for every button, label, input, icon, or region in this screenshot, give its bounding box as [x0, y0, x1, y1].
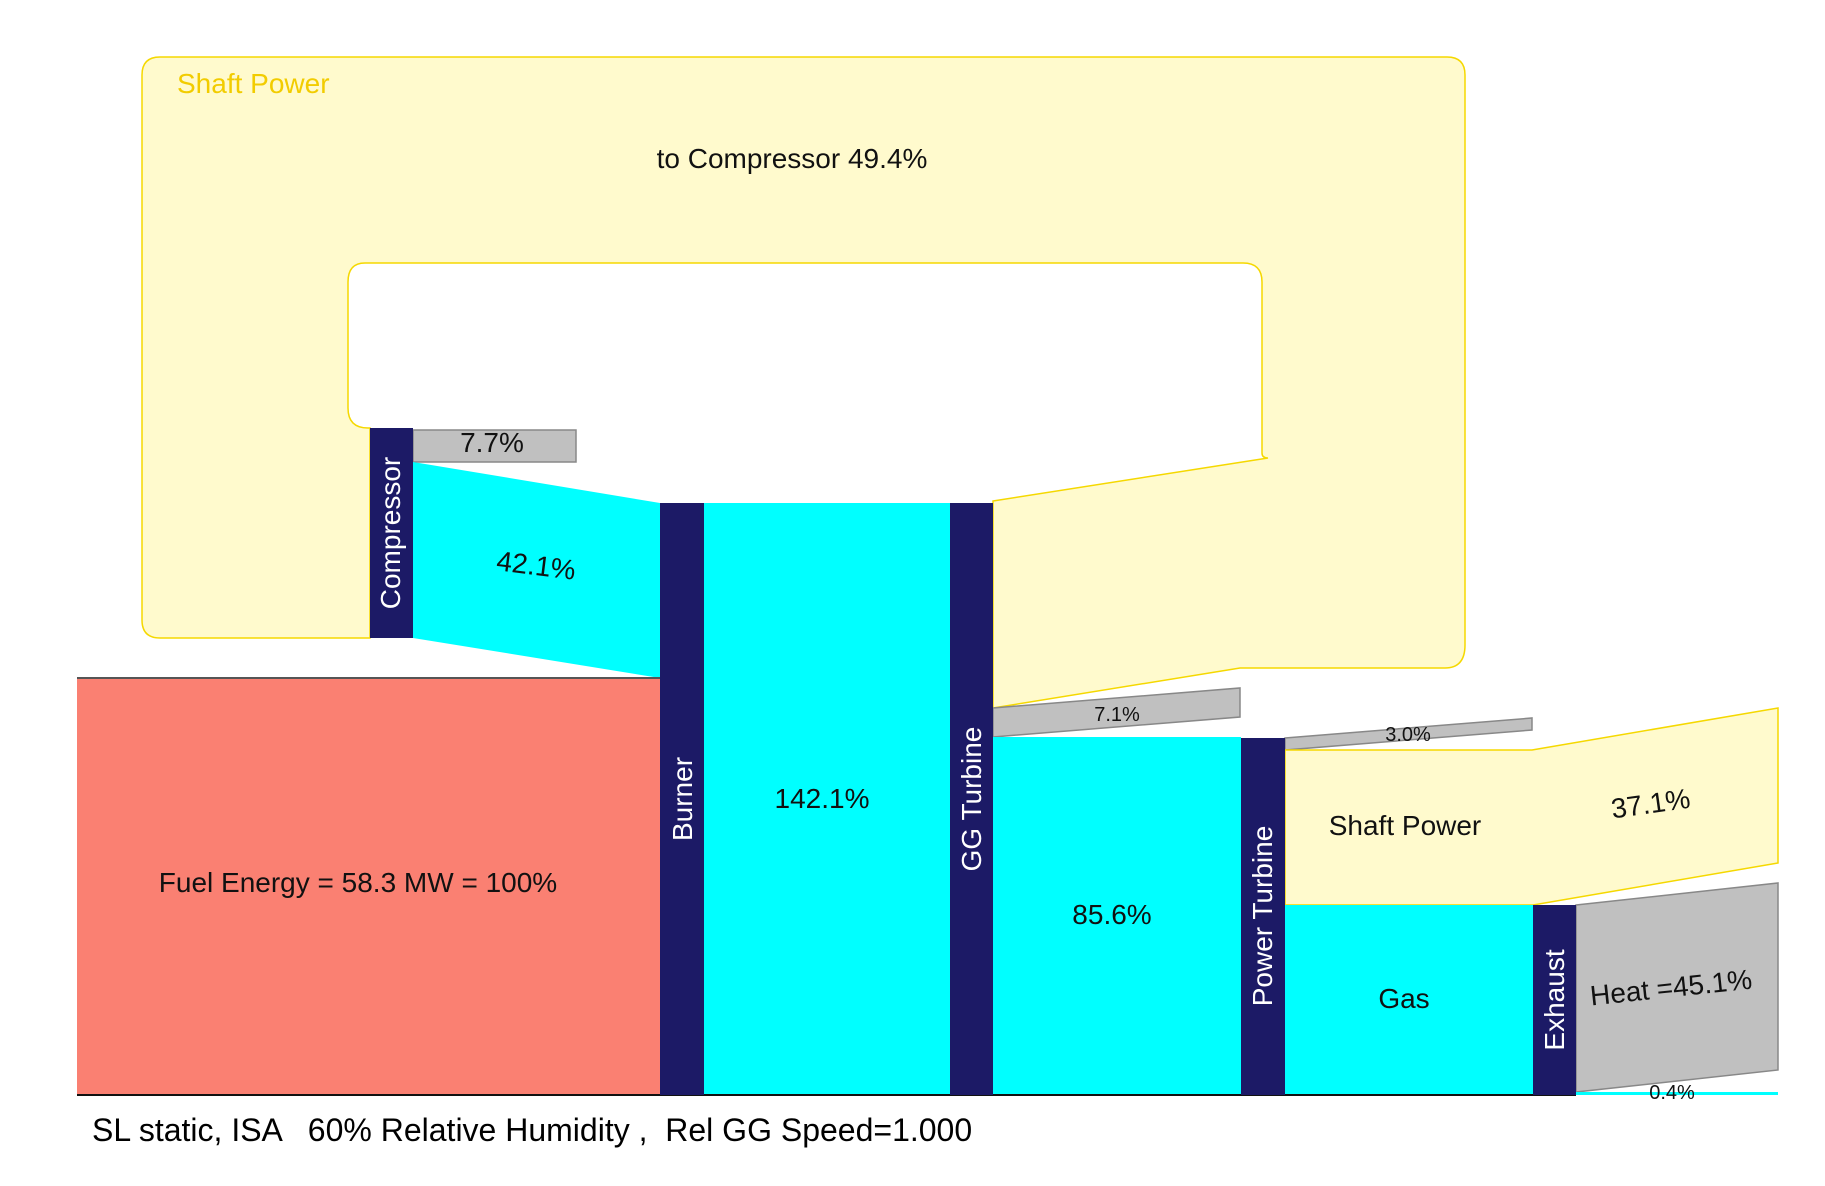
to-compressor-label: to Compressor 49.4% — [657, 143, 928, 174]
power-turbine-loss-label: 3.0% — [1385, 724, 1431, 746]
exhaust-small-flow — [1576, 1092, 1778, 1095]
compressor-node — [370, 428, 413, 638]
power-turbine-node-label: Power Turbine — [1247, 826, 1278, 1007]
gas-label: Gas — [1378, 983, 1429, 1014]
fuel-energy-block — [77, 678, 660, 1095]
burner-out-label: 142.1% — [775, 783, 870, 814]
operating-condition-caption: SL static, ISA 60% Relative Humidity , R… — [92, 1112, 972, 1148]
compressor-loss-label: 7.7% — [460, 427, 524, 458]
fuel-energy-label: Fuel Energy = 58.3 MW = 100% — [159, 867, 557, 898]
exhaust-node — [1533, 905, 1576, 1095]
shaft-power-loop-title: Shaft Power — [177, 68, 330, 99]
gas-to-exhaust-flow — [1285, 905, 1533, 1095]
burner-to-gg-turbine-flow — [704, 503, 950, 1095]
exhaust-small-label: 0.4% — [1649, 1082, 1695, 1104]
gg-turbine-loss-label: 7.1% — [1094, 704, 1140, 726]
shaft-power-label: Shaft Power — [1329, 810, 1482, 841]
gg-turbine-out-label: 85.6% — [1072, 899, 1151, 930]
burner-node — [660, 503, 704, 1095]
shaft-power-loop-flow — [141, 56, 1466, 709]
gg-turbine-to-power-turbine-flow — [993, 737, 1241, 1095]
compressor-node-label: Compressor — [375, 457, 406, 609]
exhaust-node-label: Exhaust — [1539, 949, 1570, 1050]
compressor-to-burner-flow — [413, 462, 660, 678]
gg-turbine-node-label: GG Turbine — [956, 727, 987, 872]
power-turbine-node — [1241, 738, 1285, 1095]
burner-node-label: Burner — [667, 757, 698, 841]
gg-turbine-node — [950, 503, 993, 1095]
